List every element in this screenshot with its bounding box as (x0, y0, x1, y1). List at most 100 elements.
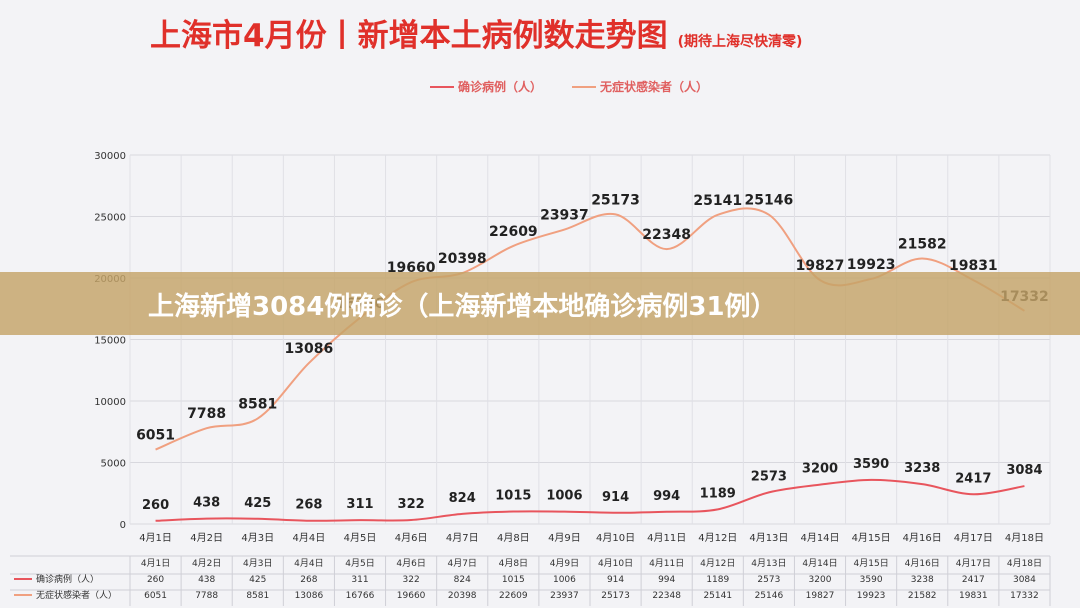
data-label-confirmed: 914 (602, 490, 629, 505)
data-label-confirmed: 3084 (1006, 463, 1042, 478)
table-header-cell: 4月16日 (905, 558, 940, 569)
data-label-confirmed: 3200 (802, 462, 838, 477)
table-cell: 25173 (601, 591, 630, 601)
table-cell: 322 (403, 575, 420, 585)
table-header-cell: 4月8日 (499, 558, 528, 569)
table-cell: 3200 (809, 575, 832, 585)
table-cell: 425 (249, 575, 266, 585)
table-header-cell: 4月5日 (345, 558, 374, 569)
data-label-asymptomatic: 19831 (949, 258, 998, 274)
data-label-confirmed: 1015 (495, 489, 531, 504)
table-cell: 25141 (703, 591, 732, 601)
table-cell: 1189 (706, 575, 729, 585)
data-label-confirmed: 260 (142, 498, 169, 513)
table-cell: 25146 (755, 591, 784, 601)
y-tick-label: 5000 (101, 459, 126, 470)
table-header-cell: 4月7日 (447, 558, 476, 569)
data-label-asymptomatic: 8581 (238, 396, 277, 412)
table-cell: 3238 (911, 575, 934, 585)
data-label-asymptomatic: 25146 (745, 193, 794, 209)
table-header-cell: 4月11日 (649, 558, 684, 569)
table-cell: 7788 (195, 591, 218, 601)
x-tick-label: 4月14日 (800, 532, 839, 544)
table-cell: 1006 (553, 575, 576, 585)
x-tick-label: 4月2日 (190, 532, 223, 544)
x-tick-label: 4月7日 (446, 532, 479, 544)
data-label-asymptomatic: 6051 (136, 428, 175, 444)
data-label-asymptomatic: 25173 (591, 192, 640, 208)
table-cell: 3084 (1013, 575, 1036, 585)
table-cell: 19831 (959, 591, 988, 601)
table-cell: 6051 (144, 591, 167, 601)
chart-subtitle: (期待上海尽快清零) (677, 34, 803, 50)
data-label-confirmed: 1006 (546, 489, 582, 504)
chart-title: 上海市4月份丨新增本土病例数走势图 (期待上海尽快清零) (150, 10, 1010, 60)
data-label-confirmed: 438 (193, 496, 220, 511)
news-banner: 上海新增3084例确诊（上海新增本地确诊病例31例） (0, 272, 1080, 335)
table-header-cell: 4月12日 (700, 558, 735, 569)
data-label-confirmed: 268 (295, 498, 322, 513)
x-tick-label: 4月1日 (139, 532, 172, 544)
data-label-asymptomatic: 22609 (489, 224, 538, 240)
data-label-confirmed: 3238 (904, 461, 940, 476)
series-line-confirmed (155, 478, 1025, 522)
data-label-asymptomatic: 19923 (847, 257, 896, 273)
data-label-confirmed: 2417 (955, 471, 991, 486)
table-cell: 2417 (962, 575, 985, 585)
table-cell: 1015 (502, 575, 525, 585)
data-label-asymptomatic: 19827 (796, 258, 845, 274)
banner-headline: 上海新增3084例确诊（上海新增本地确诊病例31例） (148, 292, 777, 322)
x-tick-label: 4月5日 (344, 532, 377, 544)
table-cell: 16766 (346, 591, 375, 601)
table-cell: 8581 (246, 591, 269, 601)
table-row-label: 无症状感染者（人） (36, 589, 117, 601)
data-label-asymptomatic: 23937 (540, 208, 589, 224)
data-label-asymptomatic: 13086 (285, 341, 334, 357)
legend-label: 无症状感染者（人） (599, 79, 708, 94)
x-tick-label: 4月9日 (548, 532, 581, 544)
x-tick-label: 4月15日 (852, 532, 891, 544)
table-cell: 17332 (1010, 591, 1039, 601)
x-tick-label: 4月6日 (395, 532, 428, 544)
x-tick-label: 4月12日 (698, 532, 737, 544)
table-cell: 2573 (757, 575, 780, 585)
x-tick-label: 4月4日 (293, 532, 326, 544)
data-label-asymptomatic: 25141 (693, 193, 742, 209)
chart-legend: 确诊病例（人） 无症状感染者（人） (430, 79, 708, 94)
table-cell: 19660 (397, 591, 426, 601)
table-cell: 22609 (499, 591, 528, 601)
x-tick-label: 4月18日 (1005, 532, 1044, 544)
table-header-cell: 4月9日 (550, 558, 579, 569)
x-tick-label: 4月16日 (903, 532, 942, 544)
data-label-confirmed: 322 (398, 497, 425, 512)
x-tick-label: 4月11日 (647, 532, 686, 544)
chart-grid (129, 154, 1051, 525)
y-tick-label: 25000 (94, 213, 126, 224)
data-label-confirmed: 994 (653, 489, 680, 504)
table-header-cell: 4月10日 (598, 558, 633, 569)
table-cell: 914 (607, 575, 624, 585)
table-cell: 19923 (857, 591, 886, 601)
x-tick-label: 4月10日 (596, 532, 635, 544)
table-header-cell: 4月13日 (751, 558, 786, 569)
table-header-cell: 4月3日 (243, 558, 272, 569)
x-tick-label: 4月3日 (241, 532, 274, 544)
y-tick-label: 15000 (94, 336, 126, 347)
data-label-confirmed: 2573 (751, 469, 787, 484)
table-header-cell: 4月17日 (956, 558, 991, 569)
data-label-confirmed: 311 (346, 497, 373, 512)
table-cell: 23937 (550, 591, 579, 601)
table-cell: 268 (300, 575, 317, 585)
table-header-cell: 4月18日 (1007, 558, 1042, 569)
table-cell: 994 (658, 575, 675, 585)
y-tick-label: 10000 (94, 397, 126, 408)
chart-title-text: 上海市4月份丨新增本土病例数走势图 (150, 18, 668, 54)
data-label-asymptomatic: 20398 (438, 251, 487, 267)
table-row-label: 确诊病例（人） (36, 573, 99, 585)
data-label-confirmed: 3590 (853, 457, 889, 472)
table-header-cell: 4月2日 (192, 558, 221, 569)
table-cell: 824 (454, 575, 471, 585)
table-cell: 13086 (295, 591, 324, 601)
x-tick-label: 4月13日 (749, 532, 788, 544)
table-cell: 311 (351, 575, 368, 585)
